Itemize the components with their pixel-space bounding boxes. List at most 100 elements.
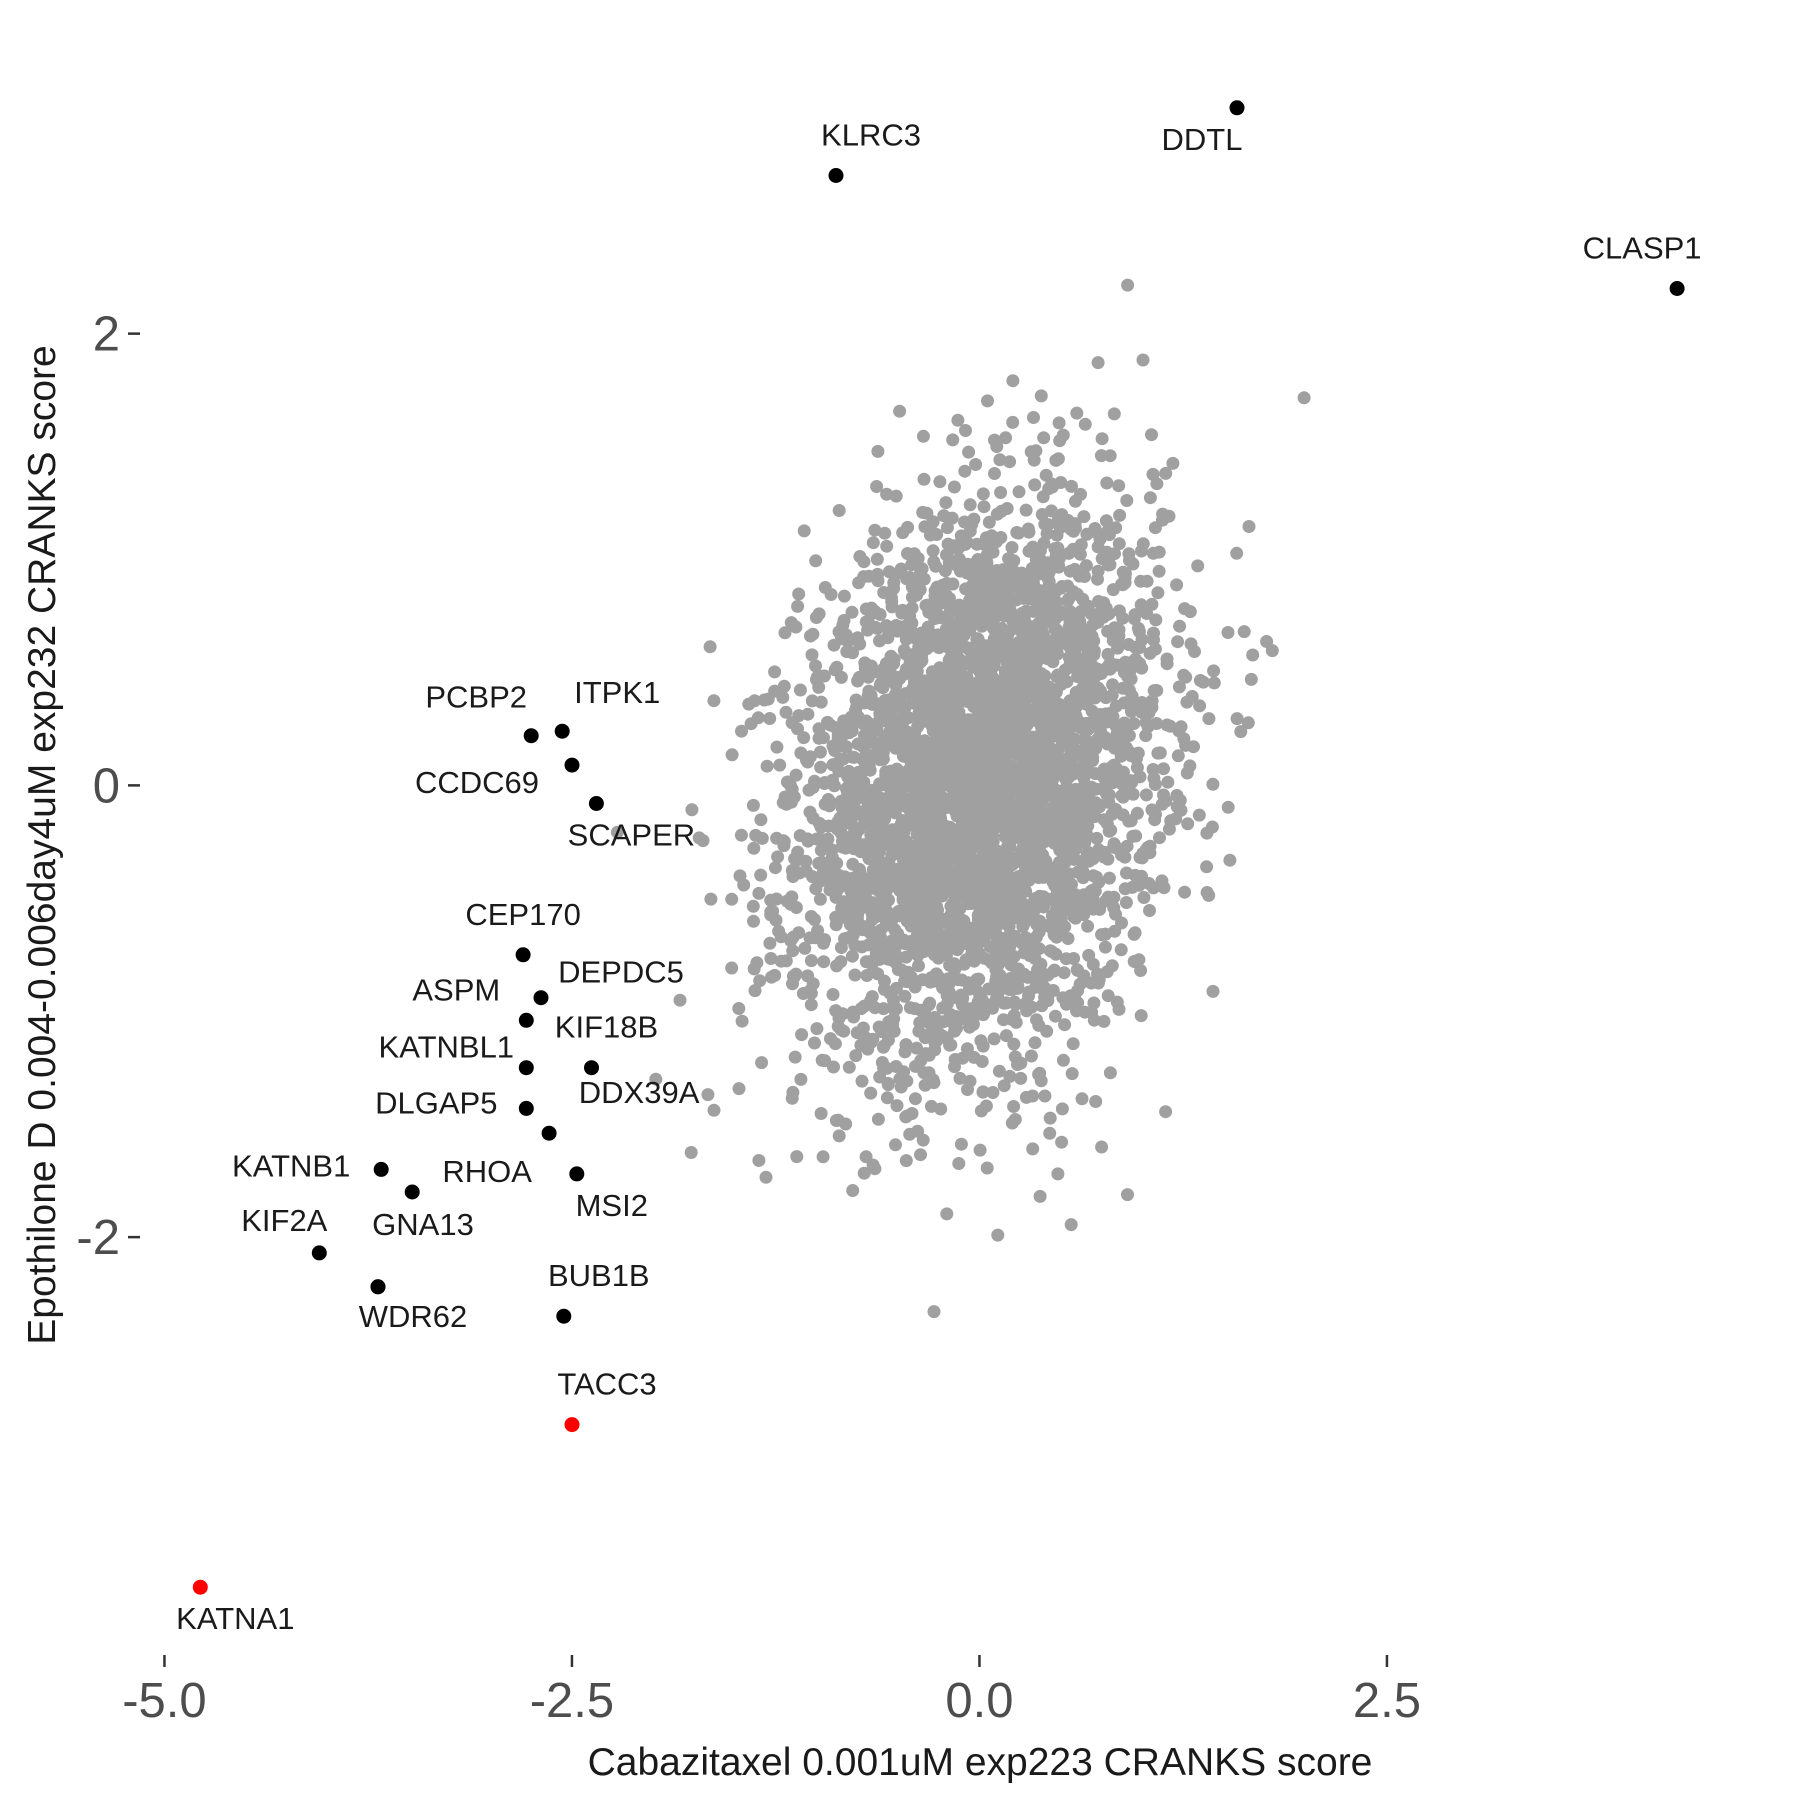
background-point [984, 820, 997, 833]
background-point [862, 671, 875, 684]
background-point [933, 584, 946, 597]
background-point [1052, 561, 1065, 574]
background-point [880, 540, 893, 553]
background-point [1015, 795, 1028, 808]
background-point [835, 632, 848, 645]
background-point [1069, 701, 1082, 714]
background-point [1113, 509, 1126, 522]
background-point [1089, 1095, 1102, 1108]
background-point [808, 1037, 821, 1050]
background-point [849, 969, 862, 982]
background-point [848, 827, 861, 840]
background-point [1063, 720, 1076, 733]
background-point [1206, 778, 1219, 791]
background-point [958, 765, 971, 778]
highlighted-point [584, 1060, 599, 1075]
background-point [725, 893, 738, 906]
background-point [1042, 482, 1055, 495]
background-point [985, 835, 998, 848]
background-point [994, 771, 1007, 784]
background-point [871, 445, 884, 458]
background-point [838, 875, 851, 888]
background-point [834, 955, 847, 968]
background-point [1095, 928, 1108, 941]
background-point [846, 751, 859, 764]
background-point [971, 973, 984, 986]
background-point [900, 906, 913, 919]
background-point [1026, 1142, 1039, 1155]
background-point [976, 1055, 989, 1068]
background-point [1206, 821, 1219, 834]
background-point [923, 997, 936, 1010]
background-point [755, 1056, 768, 1069]
background-point [906, 602, 919, 615]
background-point [1100, 477, 1113, 490]
background-point [771, 850, 784, 863]
background-point [1125, 697, 1138, 710]
background-point [1134, 770, 1147, 783]
background-point [910, 874, 923, 887]
background-point [936, 1001, 949, 1014]
background-point [1003, 929, 1016, 942]
background-point [843, 779, 856, 792]
background-point [1020, 754, 1033, 767]
background-point [1038, 1090, 1051, 1103]
background-point [685, 803, 698, 816]
highlighted-point [1670, 281, 1685, 296]
background-point [1060, 839, 1073, 852]
background-point [817, 955, 830, 968]
background-point [904, 854, 917, 867]
background-point [960, 954, 973, 967]
background-point [964, 498, 977, 511]
background-point [1132, 747, 1145, 760]
background-point [952, 915, 965, 928]
highlighted-point [542, 1126, 557, 1141]
background-point [790, 1150, 803, 1163]
background-point [1115, 943, 1128, 956]
background-point [1022, 526, 1035, 539]
background-point [1133, 657, 1146, 670]
background-point [933, 475, 946, 488]
background-point [990, 535, 1003, 548]
background-point [1081, 819, 1094, 832]
background-point [896, 526, 909, 539]
background-point [1137, 354, 1150, 367]
background-point [1064, 800, 1077, 813]
background-point [1076, 1092, 1089, 1105]
background-point [922, 890, 935, 903]
highlighted-point [556, 1309, 571, 1324]
background-point [1006, 374, 1019, 387]
background-point [988, 1032, 1001, 1045]
background-point [855, 940, 868, 953]
background-point [674, 994, 687, 1007]
background-point [1106, 678, 1119, 691]
background-point [1119, 882, 1132, 895]
background-point [985, 866, 998, 879]
background-point [969, 891, 982, 904]
x-tick-label: 2.5 [1353, 1674, 1421, 1728]
background-point [877, 586, 890, 599]
background-point [1135, 1009, 1148, 1022]
background-point [867, 536, 880, 549]
background-point [1050, 803, 1063, 816]
background-point [909, 1092, 922, 1105]
highlighted-point [589, 796, 604, 811]
background-point [1140, 788, 1153, 801]
background-point [1020, 675, 1033, 688]
background-point [1123, 684, 1136, 697]
background-point [972, 689, 985, 702]
background-point [875, 737, 888, 750]
y-tick-label: 0 [93, 759, 120, 813]
background-point [975, 1104, 988, 1117]
background-point [1067, 1037, 1080, 1050]
background-point [736, 1015, 749, 1028]
background-point [956, 1052, 969, 1065]
background-point [1055, 820, 1068, 833]
background-point [1170, 578, 1183, 591]
background-point [1123, 554, 1136, 567]
background-point [815, 1107, 828, 1120]
background-point [1121, 670, 1134, 683]
background-point [1092, 356, 1105, 369]
background-point [1055, 702, 1068, 715]
background-point [989, 848, 1002, 861]
